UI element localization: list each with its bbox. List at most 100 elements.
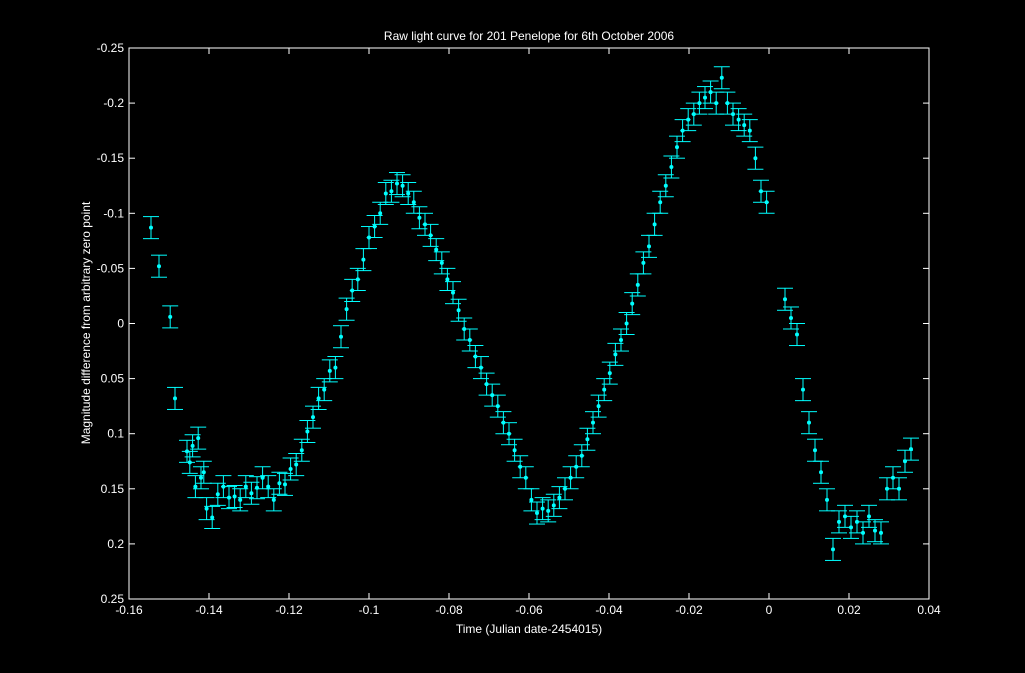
data-point: [184, 434, 201, 458]
data-point: [405, 190, 422, 214]
data-marker: [731, 112, 735, 117]
data-marker: [795, 332, 799, 337]
y-tick-label: 0.15: [101, 482, 125, 496]
data-point: [167, 386, 183, 410]
data-marker: [260, 475, 265, 480]
data-point: [741, 119, 758, 143]
data-marker: [551, 503, 556, 508]
y-tick-label: 0.2: [107, 537, 124, 551]
data-marker: [619, 338, 623, 343]
data-marker: [669, 165, 674, 170]
data-marker: [294, 462, 299, 467]
data-marker: [277, 481, 282, 486]
data-marker: [867, 514, 871, 519]
data-marker: [635, 282, 640, 287]
data-point: [730, 108, 747, 132]
y-tick-label: -0.05: [97, 261, 125, 275]
data-point: [669, 135, 685, 159]
data-marker: [742, 123, 747, 128]
data-point: [713, 66, 730, 90]
data-marker: [333, 365, 338, 370]
data-marker: [361, 257, 366, 262]
plot-area: [143, 66, 919, 561]
data-marker: [747, 128, 752, 133]
data-point: [783, 306, 799, 330]
data-point: [439, 267, 456, 291]
data-point: [618, 311, 635, 336]
data-marker: [344, 307, 349, 312]
data-point: [758, 190, 775, 214]
data-marker: [378, 211, 383, 216]
data-marker: [897, 486, 901, 491]
data-point: [271, 471, 288, 495]
data-point: [777, 287, 793, 311]
data-marker: [243, 484, 248, 489]
data-marker: [825, 497, 829, 502]
data-marker: [909, 447, 913, 452]
data-marker: [540, 506, 545, 511]
data-point: [736, 113, 753, 137]
data-marker: [535, 511, 539, 516]
x-tick-label: -0.1: [359, 603, 380, 617]
data-marker: [714, 101, 719, 106]
data-marker: [652, 222, 657, 227]
data-marker: [187, 460, 192, 465]
data-marker: [789, 315, 793, 320]
data-marker: [299, 448, 304, 453]
data-marker: [339, 334, 343, 339]
data-point: [573, 444, 590, 468]
data-marker: [585, 437, 590, 442]
data-point: [445, 281, 461, 305]
data-point: [825, 537, 841, 561]
x-tick-label: -0.02: [675, 603, 703, 617]
chart-title: Raw light curve for 201 Penelope for 6th…: [384, 29, 675, 43]
data-marker: [596, 404, 601, 409]
data-marker: [238, 497, 243, 502]
data-marker: [411, 200, 416, 205]
y-tick-label: -0.25: [97, 41, 125, 55]
data-point: [789, 323, 805, 347]
data-point: [333, 325, 349, 349]
data-marker: [215, 492, 220, 497]
data-marker: [266, 484, 271, 489]
data-marker: [512, 448, 517, 453]
data-point: [327, 356, 344, 380]
data-marker: [783, 297, 787, 302]
data-marker: [406, 191, 411, 196]
data-marker: [663, 183, 668, 188]
data-point: [813, 460, 829, 484]
data-marker: [149, 225, 153, 230]
data-marker: [311, 415, 315, 420]
data-marker: [327, 368, 332, 373]
data-marker: [630, 301, 635, 306]
data-marker: [249, 491, 254, 496]
data-marker: [271, 497, 276, 502]
data-marker: [807, 420, 811, 425]
y-tick-label: 0: [117, 317, 124, 331]
data-point: [540, 499, 557, 523]
data-point: [867, 519, 883, 543]
data-marker: [849, 525, 853, 530]
y-tick-label: 0.25: [101, 592, 125, 606]
data-point: [151, 254, 167, 278]
data-marker: [232, 494, 237, 499]
data-marker: [831, 547, 835, 552]
data-point: [193, 466, 209, 490]
x-tick-label: -0.14: [195, 603, 223, 617]
data-marker: [641, 260, 646, 265]
y-axis-label: Magnitude difference from arbitrary zero…: [79, 201, 93, 444]
data-marker: [861, 530, 865, 535]
data-point: [691, 91, 708, 115]
data-marker: [602, 387, 607, 392]
data-marker: [355, 277, 360, 282]
data-marker: [686, 117, 691, 122]
data-point: [143, 216, 159, 240]
data-point: [747, 146, 764, 170]
data-point: [190, 426, 207, 450]
data-marker: [199, 475, 203, 480]
x-tick-label: 0.02: [837, 603, 861, 617]
data-marker: [613, 352, 618, 357]
data-marker: [546, 508, 551, 513]
data-marker: [753, 156, 758, 161]
data-point: [855, 521, 871, 545]
